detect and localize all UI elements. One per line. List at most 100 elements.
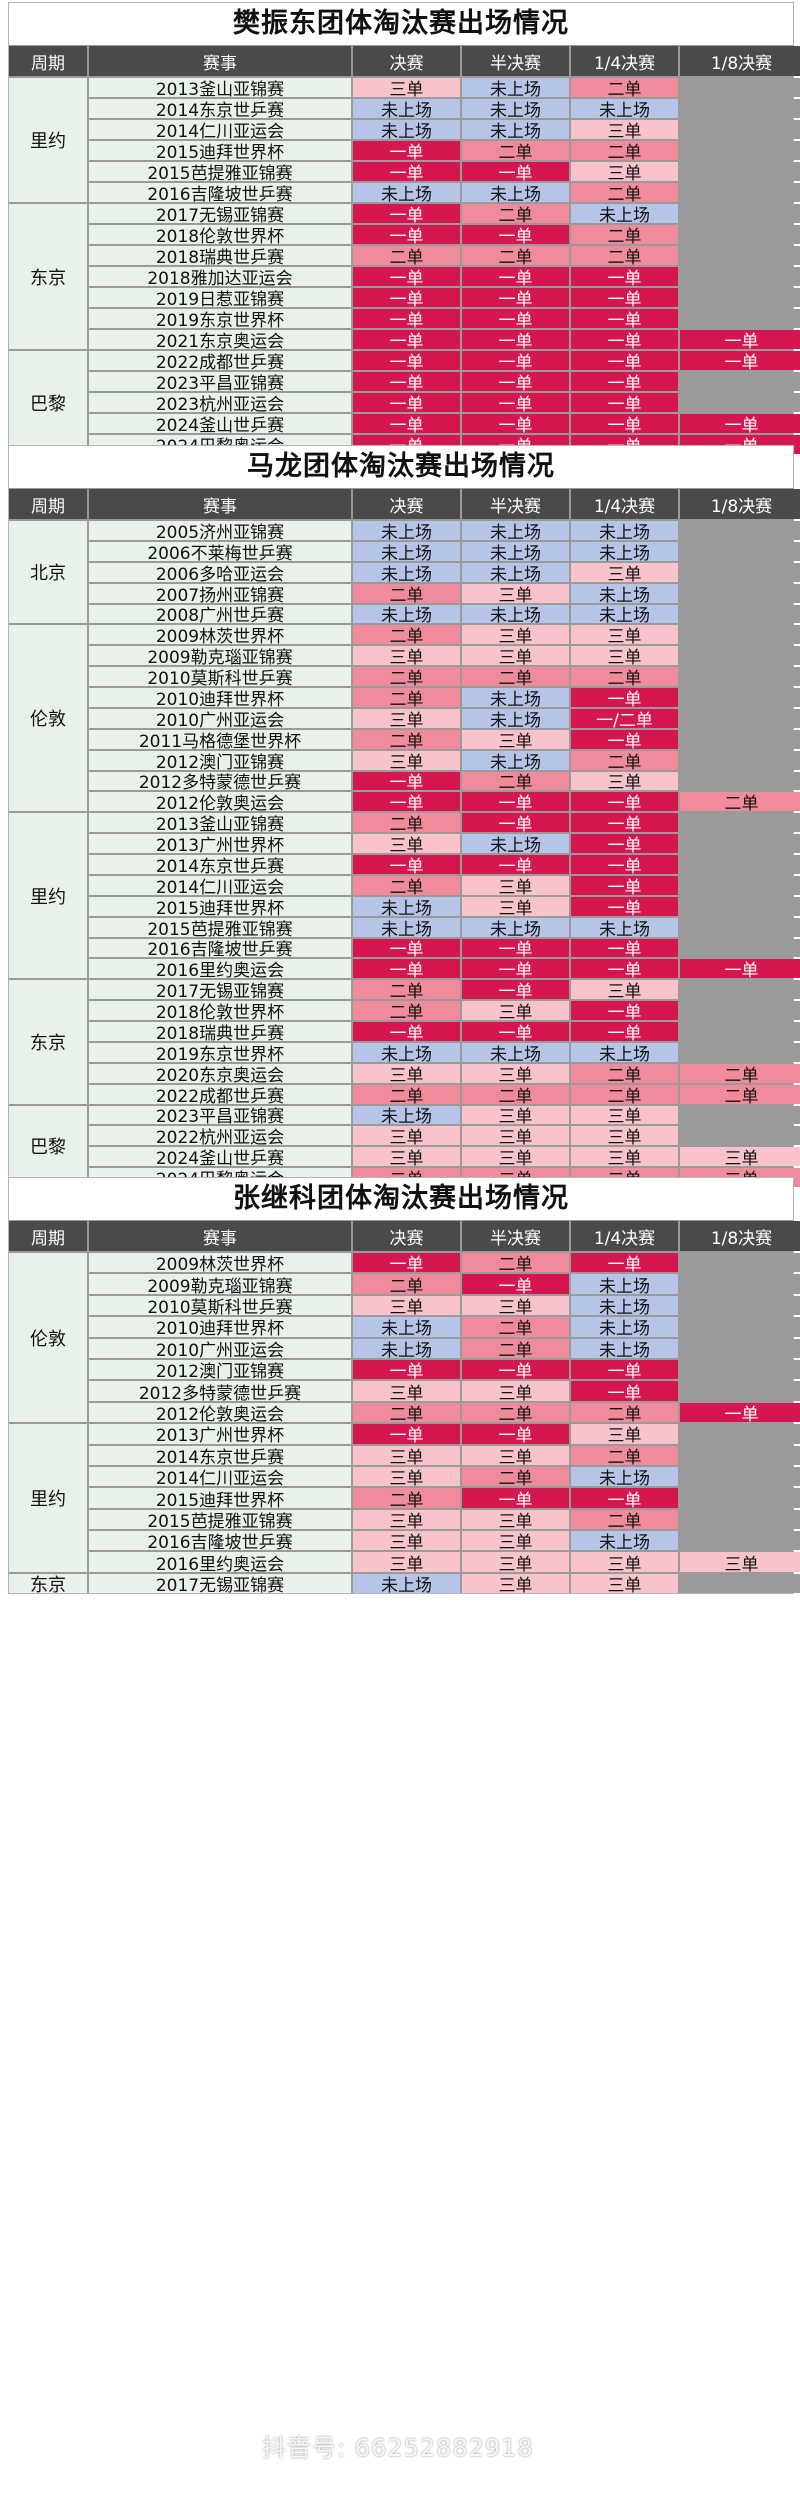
event-cell: 2019日惹亚锦赛 [89, 288, 351, 307]
result-cell: 一单 [571, 729, 678, 749]
result-cell: 二单 [353, 583, 460, 603]
result-cell: 三单 [571, 162, 678, 181]
result-cell: 三单 [462, 1509, 569, 1530]
event-cell: 2009勒克瑙亚锦赛 [89, 646, 351, 666]
result-cell: 一单 [680, 414, 800, 433]
event-cell: 2022成都世乒赛 [89, 351, 351, 370]
result-cell: 二单 [353, 1402, 460, 1423]
result-cell: 二单 [353, 1488, 460, 1508]
result-cell: 一单 [353, 330, 460, 349]
result-cell: 未上场 [353, 120, 460, 139]
result-cell [680, 288, 800, 307]
event-cell: 2014仁川亚运会 [89, 1466, 351, 1487]
result-cell: 一单 [462, 792, 569, 812]
event-cell: 2017无锡亚锦赛 [89, 1573, 351, 1594]
event-cell: 2023平昌亚锦赛 [89, 1105, 351, 1125]
event-cell: 2015芭提雅亚锦赛 [89, 917, 351, 937]
result-cell [680, 1573, 800, 1594]
result-cell: 二单 [571, 78, 678, 97]
result-cell: 三单 [353, 1126, 460, 1146]
result-cell: 一单 [462, 372, 569, 391]
result-cell [680, 541, 800, 561]
result-cell: 一单 [462, 351, 569, 370]
column-header: 1/4决赛 [571, 46, 678, 76]
result-cell: 未上场 [353, 1338, 460, 1358]
event-cell: 2010莫斯科世乒赛 [89, 667, 351, 686]
period-cell: 巴黎 [9, 1105, 87, 1187]
result-cell: 三单 [353, 1381, 460, 1401]
result-cell: 二单 [462, 141, 569, 160]
result-cell: 一单 [353, 267, 460, 286]
column-header: 周期 [9, 489, 87, 519]
result-cell: 一单 [353, 1253, 460, 1273]
event-cell: 2015芭提雅亚锦赛 [89, 1509, 351, 1530]
result-cell: 未上场 [462, 99, 569, 118]
period-cell: 里约 [9, 813, 87, 979]
event-cell: 2016吉隆坡世乒赛 [89, 1531, 351, 1551]
result-cell: 未上场 [571, 99, 678, 118]
result-cell: 未上场 [353, 917, 460, 937]
result-cell [680, 917, 800, 937]
period-cell: 东京 [9, 1573, 87, 1594]
result-cell: 未上场 [353, 183, 460, 202]
result-cell: 一单 [571, 1359, 678, 1380]
result-cell: 二单 [680, 792, 800, 812]
result-cell: 未上场 [462, 562, 569, 582]
result-cell: 三单 [571, 625, 678, 645]
result-cell [680, 938, 800, 958]
result-cell: 一单 [571, 414, 678, 433]
result-cell: 三单 [462, 1063, 569, 1083]
result-cell: 未上场 [353, 99, 460, 118]
result-cell: 一单 [462, 959, 569, 979]
result-cell [680, 1001, 800, 1020]
result-cell: 一单 [462, 393, 569, 412]
result-cell [680, 1042, 800, 1062]
event-cell: 2018伦敦世界杯 [89, 225, 351, 244]
event-cell: 2013釜山亚锦赛 [89, 78, 351, 97]
result-cell: 未上场 [571, 583, 678, 603]
result-cell: 未上场 [353, 1042, 460, 1062]
event-cell: 2016吉隆坡世乒赛 [89, 938, 351, 958]
result-cell [680, 980, 800, 1000]
event-cell: 2017无锡亚锦赛 [89, 204, 351, 223]
result-cell [680, 120, 800, 139]
result-cell: 未上场 [353, 604, 460, 624]
event-cell: 2006多哈亚运会 [89, 562, 351, 582]
result-cell: 一单 [353, 1359, 460, 1380]
result-cell: 一单 [571, 1488, 678, 1508]
result-cell [680, 1126, 800, 1146]
result-cell: 未上场 [462, 750, 569, 770]
result-cell: 一单 [353, 141, 460, 160]
event-cell: 2018瑞典世乒赛 [89, 1022, 351, 1041]
result-cell: 二单 [462, 1402, 569, 1423]
result-cell [680, 604, 800, 624]
result-cell: 一单 [462, 225, 569, 244]
result-cell [680, 875, 800, 895]
column-header: 1/8决赛 [680, 46, 800, 76]
result-cell: 三单 [462, 583, 569, 603]
column-header: 周期 [9, 1221, 87, 1251]
section-title: 马龙团体淘汰赛出场情况 [247, 451, 555, 482]
result-cell: 未上场 [462, 834, 569, 853]
result-cell [680, 1488, 800, 1508]
result-cell [680, 625, 800, 645]
result-cell: 未上场 [571, 521, 678, 540]
result-cell: 未上场 [462, 1042, 569, 1062]
result-cell: 一单 [571, 1001, 678, 1020]
result-cell: 一单 [353, 204, 460, 223]
event-cell: 2022成都世乒赛 [89, 1084, 351, 1104]
result-cell: 三单 [353, 1063, 460, 1083]
event-cell: 2009林茨世界杯 [89, 1253, 351, 1273]
result-cell: 三单 [571, 562, 678, 582]
event-cell: 2014东京世乒赛 [89, 99, 351, 118]
event-cell: 2015迪拜世界杯 [89, 896, 351, 916]
result-cell [680, 688, 800, 707]
result-cell: 一单 [571, 1253, 678, 1273]
result-cell [680, 646, 800, 666]
result-cell [680, 99, 800, 118]
result-cell [680, 393, 800, 412]
result-cell: 未上场 [353, 1573, 460, 1594]
result-cell: 三单 [353, 708, 460, 728]
result-cell: 一单 [680, 1402, 800, 1423]
result-cell: 三单 [462, 875, 569, 895]
